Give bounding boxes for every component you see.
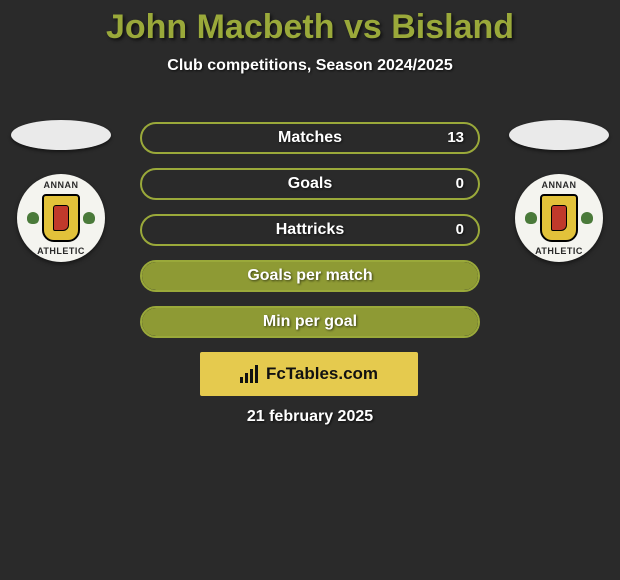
stat-row-label: Goals <box>142 170 478 198</box>
stat-row-value-right: 0 <box>456 170 464 198</box>
stat-row-value-right: 0 <box>456 216 464 244</box>
player-left-box: ANNAN ATHLETIC <box>6 120 116 262</box>
date-label: 21 february 2025 <box>0 408 620 426</box>
player-right-silhouette <box>509 120 609 150</box>
player-left-silhouette <box>11 120 111 150</box>
stat-row: Goals0 <box>140 168 480 200</box>
stats-rows: Matches13Goals0Hattricks0Goals per match… <box>140 122 480 352</box>
player-right-club-badge: ANNAN ATHLETIC <box>515 174 603 262</box>
stat-row-value-right: 13 <box>447 124 464 152</box>
stat-row-label: Min per goal <box>142 308 478 336</box>
stat-row: Goals per match <box>140 260 480 292</box>
shield-icon <box>42 194 80 242</box>
page-title: John Macbeth vs Bisland <box>0 0 620 47</box>
badge-text-bottom: ATHLETIC <box>515 246 603 256</box>
boot-icon <box>53 205 69 231</box>
player-right-box: ANNAN ATHLETIC <box>504 120 614 262</box>
thistle-icon <box>581 212 593 224</box>
bars-icon <box>240 365 260 383</box>
boot-icon <box>551 205 567 231</box>
stat-row-label: Matches <box>142 124 478 152</box>
stat-row: Hattricks0 <box>140 214 480 246</box>
badge-text-bottom: ATHLETIC <box>17 246 105 256</box>
player-left-club-badge: ANNAN ATHLETIC <box>17 174 105 262</box>
stat-row: Matches13 <box>140 122 480 154</box>
stat-row-label: Hattricks <box>142 216 478 244</box>
page-subtitle: Club competitions, Season 2024/2025 <box>0 57 620 75</box>
shield-icon <box>540 194 578 242</box>
stat-row-label: Goals per match <box>142 262 478 290</box>
thistle-icon <box>27 212 39 224</box>
thistle-icon <box>83 212 95 224</box>
brand-text: FcTables.com <box>266 364 378 384</box>
stat-row: Min per goal <box>140 306 480 338</box>
thistle-icon <box>525 212 537 224</box>
badge-text-top: ANNAN <box>515 180 603 190</box>
badge-text-top: ANNAN <box>17 180 105 190</box>
brand-badge: FcTables.com <box>200 352 418 396</box>
